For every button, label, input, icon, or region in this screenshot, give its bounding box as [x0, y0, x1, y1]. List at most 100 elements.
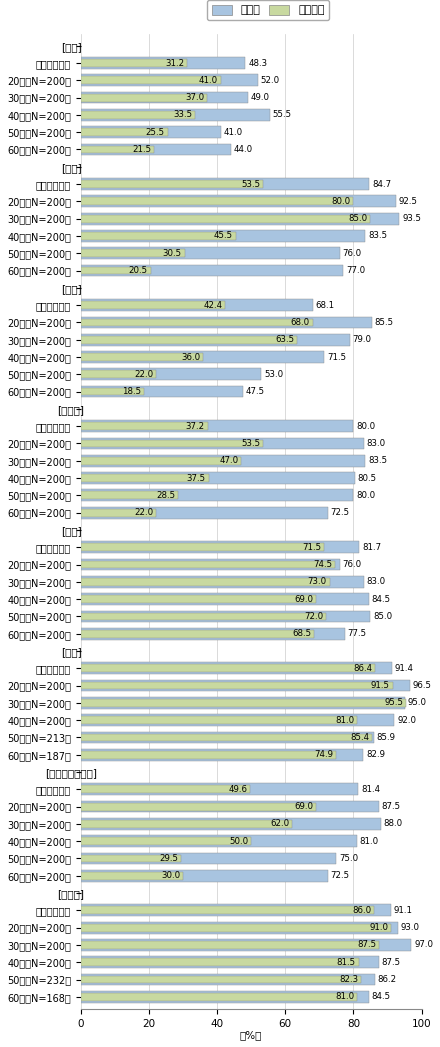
- Text: 93.5: 93.5: [402, 215, 421, 223]
- Bar: [81, 697, 404, 709]
- Text: 76.0: 76.0: [342, 560, 362, 569]
- Text: 22.0: 22.0: [134, 508, 153, 517]
- Bar: [81, 976, 361, 983]
- Text: 85.0: 85.0: [373, 611, 392, 621]
- Bar: [81, 336, 297, 343]
- Text: 42.4: 42.4: [203, 300, 223, 310]
- Bar: [81, 958, 359, 966]
- Bar: [81, 852, 336, 865]
- Bar: [81, 751, 336, 759]
- Text: 33.5: 33.5: [173, 110, 192, 119]
- Text: 31.2: 31.2: [165, 59, 184, 68]
- Bar: [81, 699, 406, 707]
- Text: 72.0: 72.0: [304, 611, 323, 621]
- Text: 91.5: 91.5: [371, 681, 390, 690]
- Bar: [81, 474, 209, 482]
- Bar: [81, 215, 370, 223]
- Bar: [81, 594, 369, 605]
- Bar: [81, 302, 225, 309]
- Text: 91.0: 91.0: [369, 923, 388, 932]
- Bar: [81, 146, 154, 154]
- Bar: [81, 58, 246, 69]
- Bar: [81, 299, 313, 311]
- Bar: [81, 732, 374, 743]
- Bar: [81, 612, 326, 620]
- Text: 87.5: 87.5: [381, 958, 401, 966]
- Text: 81.0: 81.0: [335, 716, 354, 725]
- Bar: [81, 541, 359, 553]
- Bar: [81, 111, 195, 118]
- Text: 84.5: 84.5: [371, 595, 391, 604]
- Bar: [81, 472, 355, 484]
- Text: 82.9: 82.9: [366, 751, 385, 759]
- Bar: [81, 559, 340, 571]
- Text: 80.5: 80.5: [358, 473, 377, 483]
- Text: 37.0: 37.0: [185, 93, 204, 103]
- Text: 37.2: 37.2: [186, 422, 205, 430]
- Text: 76.0: 76.0: [342, 249, 362, 258]
- Text: 18.5: 18.5: [122, 387, 141, 396]
- Bar: [81, 267, 150, 274]
- Bar: [81, 990, 369, 1003]
- Text: 20.5: 20.5: [129, 266, 148, 275]
- Text: 91.4: 91.4: [395, 664, 414, 673]
- Bar: [81, 630, 314, 638]
- Bar: [81, 316, 372, 329]
- Bar: [81, 680, 410, 691]
- Bar: [81, 993, 357, 1001]
- Text: 30.5: 30.5: [163, 249, 182, 258]
- Text: 81.5: 81.5: [337, 958, 356, 966]
- Bar: [81, 76, 220, 84]
- Bar: [81, 854, 181, 863]
- Bar: [81, 92, 248, 104]
- Text: 49.0: 49.0: [250, 93, 269, 103]
- Bar: [81, 109, 270, 120]
- Text: 53.5: 53.5: [241, 180, 260, 188]
- Text: 85.0: 85.0: [348, 215, 368, 223]
- Text: 83.0: 83.0: [367, 577, 385, 586]
- Bar: [81, 180, 263, 188]
- Bar: [81, 247, 340, 260]
- Bar: [81, 265, 343, 276]
- Text: 21.5: 21.5: [132, 144, 151, 154]
- Text: 28.5: 28.5: [156, 491, 175, 499]
- Text: 87.5: 87.5: [357, 940, 376, 950]
- Text: 83.0: 83.0: [367, 439, 385, 448]
- Bar: [81, 196, 396, 207]
- Text: 68.0: 68.0: [291, 318, 310, 327]
- Text: 85.4: 85.4: [350, 733, 369, 742]
- Bar: [81, 438, 363, 449]
- Bar: [81, 610, 370, 622]
- Bar: [81, 387, 144, 396]
- Bar: [81, 820, 292, 828]
- Bar: [81, 385, 242, 398]
- Bar: [81, 351, 324, 363]
- Text: 95.5: 95.5: [385, 698, 403, 708]
- Text: 93.0: 93.0: [400, 923, 419, 932]
- Bar: [81, 353, 203, 361]
- Text: 97.0: 97.0: [414, 940, 433, 950]
- Bar: [81, 905, 391, 916]
- Bar: [81, 454, 365, 467]
- Text: 63.5: 63.5: [275, 335, 294, 344]
- Bar: [81, 939, 411, 951]
- Text: 77.0: 77.0: [346, 266, 365, 275]
- Bar: [81, 783, 358, 796]
- Bar: [81, 232, 236, 240]
- Text: 88.0: 88.0: [383, 820, 403, 828]
- Bar: [81, 560, 335, 569]
- Bar: [81, 456, 241, 465]
- Text: 81.0: 81.0: [335, 993, 354, 1001]
- Text: 25.5: 25.5: [146, 128, 165, 137]
- Text: 55.5: 55.5: [273, 110, 292, 119]
- Text: 49.6: 49.6: [228, 785, 247, 794]
- Text: 45.5: 45.5: [214, 231, 233, 241]
- Text: 71.5: 71.5: [303, 542, 322, 552]
- Bar: [81, 576, 363, 587]
- Bar: [81, 818, 381, 830]
- Text: 74.5: 74.5: [313, 560, 332, 569]
- Bar: [81, 371, 156, 378]
- Text: 53.5: 53.5: [241, 439, 260, 448]
- Text: 30.0: 30.0: [161, 871, 180, 881]
- Bar: [81, 422, 208, 430]
